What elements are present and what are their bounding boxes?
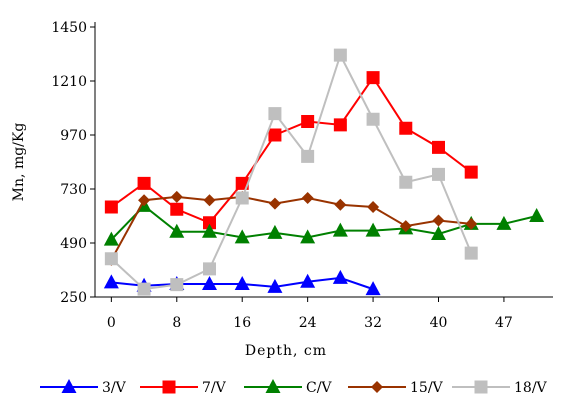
data-point: [137, 282, 151, 296]
y-tick-label: 1210: [51, 74, 87, 90]
data-point: [301, 115, 315, 128]
y-tick-label: 1450: [51, 20, 87, 36]
x-tick-label: 32: [364, 315, 382, 331]
x-tick-label: 16: [233, 315, 251, 331]
data-point: [203, 216, 216, 230]
data-point: [464, 246, 478, 260]
legend-item: 3/V: [40, 379, 127, 396]
legend-item: 15/V: [348, 380, 444, 396]
data-point: [301, 149, 315, 163]
data-point: [170, 278, 184, 292]
data-point: [104, 200, 118, 214]
data-point: [432, 140, 445, 154]
data-point: [103, 231, 119, 246]
legend-label: 15/V: [410, 380, 444, 396]
data-point: [203, 262, 216, 276]
series-line: [110, 52, 473, 291]
data-point: [235, 176, 249, 190]
data-point: [496, 215, 512, 230]
legend-item: 7/V: [140, 380, 227, 396]
data-point: [268, 197, 281, 210]
legend-marker: [162, 380, 176, 394]
legend-label: 7/V: [202, 380, 227, 396]
data-point: [203, 194, 216, 207]
legend-item: C/V: [244, 379, 332, 396]
legend-marker: [474, 380, 488, 394]
data-point: [300, 273, 316, 288]
data-point: [202, 275, 217, 290]
x-tick-label: 8: [172, 315, 181, 331]
series-layer: [103, 48, 545, 296]
data-point: [399, 175, 413, 189]
legend-label: 18/V: [514, 380, 548, 396]
data-point: [464, 165, 478, 179]
data-point: [332, 222, 348, 237]
legend-label: 3/V: [102, 380, 127, 396]
data-point: [169, 223, 185, 238]
axes-layer: 250 490 730 970 1210 1450 0 8 16 24 32 40 47: [51, 20, 553, 331]
x-tick-label: 40: [430, 315, 448, 331]
series-15-v: [105, 190, 478, 266]
legend-label: C/V: [306, 380, 332, 396]
data-point: [103, 274, 119, 289]
data-point: [333, 118, 347, 132]
legend-marker: [61, 379, 77, 393]
x-tick-label: 0: [107, 315, 116, 331]
data-point: [366, 71, 380, 85]
data-point: [170, 190, 183, 203]
x-axis-title: Depth, cm: [245, 343, 327, 359]
data-point: [399, 220, 412, 233]
data-point: [202, 223, 217, 238]
data-point: [235, 191, 249, 205]
data-point: [399, 121, 413, 135]
legend-marker: [265, 379, 281, 393]
data-point: [333, 48, 347, 62]
series-18-v: [104, 48, 478, 296]
data-point: [332, 269, 348, 284]
data-point: [268, 107, 282, 121]
data-point: [137, 176, 151, 190]
data-point: [300, 229, 316, 244]
data-point: [267, 224, 283, 239]
data-point: [268, 128, 282, 142]
data-point: [234, 275, 250, 290]
y-tick-label: 730: [60, 182, 87, 198]
y-tick-label: 970: [60, 128, 87, 144]
data-point: [432, 214, 445, 227]
data-point: [170, 202, 184, 216]
y-tick-label: 490: [60, 236, 87, 252]
x-tick-label: 47: [495, 315, 513, 331]
x-tick-label: 24: [299, 315, 317, 331]
series-line: [110, 204, 537, 241]
legend-item: 18/V: [452, 380, 548, 396]
data-point: [234, 229, 250, 244]
data-point: [301, 192, 314, 204]
data-point: [334, 198, 347, 211]
data-point: [104, 252, 118, 266]
data-point: [529, 208, 545, 222]
data-point: [432, 167, 445, 181]
data-point: [431, 226, 446, 240]
data-point: [365, 281, 381, 296]
legend: 3/V 7/V C/V 15/V 18/V: [40, 379, 548, 396]
series-line: [110, 195, 472, 261]
data-point: [138, 194, 151, 207]
data-point: [267, 278, 283, 293]
data-point: [365, 222, 381, 237]
y-axis-title: Mn, mg/Kg: [11, 123, 27, 202]
data-point: [367, 201, 380, 213]
data-point: [366, 112, 380, 126]
series-7-v: [104, 71, 478, 230]
legend-marker: [371, 381, 383, 393]
data-point: [465, 217, 478, 230]
y-tick-label: 250: [60, 290, 87, 306]
